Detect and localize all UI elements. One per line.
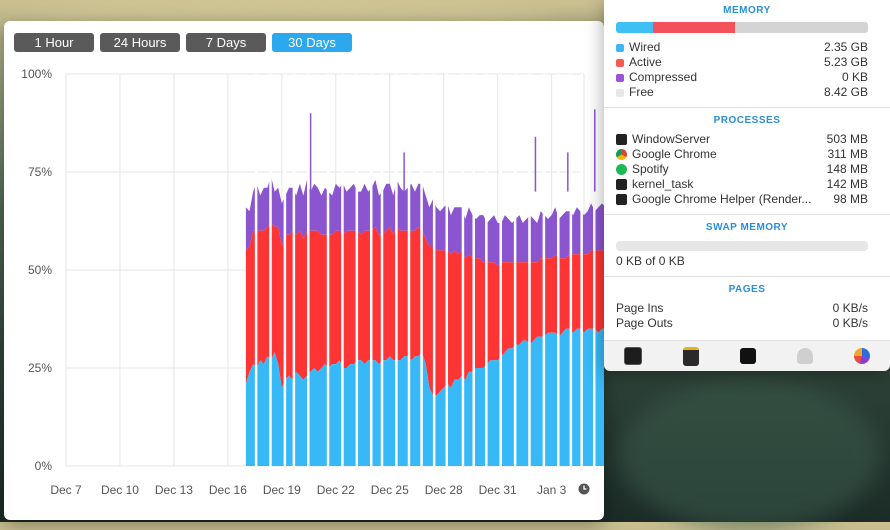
data-gap <box>432 74 436 466</box>
clock-icon[interactable] <box>578 483 590 495</box>
data-gap <box>461 74 465 466</box>
compressed-swatch-icon <box>616 73 624 82</box>
data-gap <box>395 74 398 466</box>
process-row[interactable]: Google Chrome Helper (Render... 98 MB <box>616 192 868 207</box>
app-shortcut-bar <box>604 340 890 371</box>
activity-monitor-icon[interactable] <box>624 347 643 365</box>
data-gap <box>485 74 488 466</box>
data-gap <box>557 74 560 466</box>
page-outs-row: Page Outs 0 KB/s <box>616 316 868 330</box>
x-tick-label: Dec 25 <box>371 483 409 497</box>
x-tick-label: Dec 13 <box>155 483 193 497</box>
active-swatch-icon <box>616 58 624 67</box>
terminal-icon[interactable] <box>739 348 756 364</box>
memory-row-free: Free 8.42 GB <box>616 85 868 100</box>
time-range-selector: 1 Hour 24 Hours 7 Days 30 Days <box>14 33 352 52</box>
console-icon[interactable] <box>683 346 700 366</box>
data-gap <box>355 74 359 466</box>
range-30-days-button[interactable]: 30 Days <box>272 33 352 52</box>
wired-swatch-icon <box>616 43 624 52</box>
memory-bar-active <box>653 22 736 33</box>
divider <box>604 107 890 108</box>
memory-bar-wired <box>616 22 654 33</box>
swap-usage-bar <box>616 241 868 251</box>
processes-section-title: PROCESSES <box>713 115 781 126</box>
data-gap <box>499 74 502 466</box>
free-swatch-icon <box>616 88 624 97</box>
automator-icon[interactable] <box>796 348 813 364</box>
x-tick-label: Dec 10 <box>101 483 139 497</box>
memory-history-chart: Dec 7 Dec 10 Dec 13 Dec 16 Dec 19 Dec 22 Dec 2… <box>21 67 604 497</box>
range-24-hours-button[interactable]: 24 Hours <box>100 33 180 52</box>
process-row[interactable]: Spotify 148 MB <box>616 162 868 177</box>
data-gap <box>580 74 583 466</box>
y-tick-label: 75% <box>28 165 52 179</box>
desktop-wallpaper-shape <box>620 380 880 530</box>
data-gap <box>407 74 411 466</box>
data-gap <box>341 74 344 466</box>
terminal-icon <box>616 194 627 205</box>
x-tick-label: Jan 3 <box>537 483 567 497</box>
data-gap <box>254 74 258 466</box>
data-gap <box>269 74 272 466</box>
process-row[interactable]: WindowServer 503 MB <box>616 132 868 147</box>
x-tick-label: Dec 16 <box>209 483 247 497</box>
data-gap <box>307 74 310 466</box>
data-gap <box>445 74 449 466</box>
terminal-icon <box>616 179 627 190</box>
x-tick-label: Dec 31 <box>479 483 517 497</box>
divider <box>604 214 890 215</box>
y-tick-label: 25% <box>28 361 52 375</box>
range-1-hour-button[interactable]: 1 Hour <box>14 33 94 52</box>
chrome-icon <box>616 149 627 160</box>
process-row[interactable]: Google Chrome 311 MB <box>616 147 868 162</box>
y-tick-label: 100% <box>21 67 52 81</box>
data-gap <box>569 74 573 466</box>
data-gap <box>326 74 330 466</box>
data-gap <box>542 74 546 466</box>
terminal-icon <box>616 134 627 145</box>
data-gap <box>592 74 596 466</box>
memory-section-title: MEMORY <box>723 5 771 16</box>
data-gap <box>292 74 296 466</box>
y-tick-label: 0% <box>35 459 53 473</box>
swap-section-title: SWAP MEMORY <box>705 222 789 233</box>
range-7-days-button[interactable]: 7 Days <box>186 33 266 52</box>
memory-row-compressed: Compressed 0 KB <box>616 70 868 85</box>
x-tick-label: Dec 19 <box>263 483 301 497</box>
memory-stats-panel: MEMORY Wired 2.35 GB Active 5.23 GB Comp… <box>604 0 890 371</box>
x-tick-label: Dec 22 <box>317 483 355 497</box>
data-gap <box>528 74 531 466</box>
pages-section-title: PAGES <box>728 284 766 295</box>
data-gap <box>380 74 384 466</box>
data-gap <box>513 74 517 466</box>
system-info-icon[interactable] <box>853 348 870 364</box>
y-tick-label: 50% <box>28 263 52 277</box>
data-gap <box>283 74 287 466</box>
data-gap <box>369 74 373 466</box>
divider <box>604 276 890 277</box>
memory-row-wired: Wired 2.35 GB <box>616 40 868 55</box>
data-gap <box>472 74 475 466</box>
memory-bar-free <box>735 22 868 33</box>
memory-history-window: 1 Hour 24 Hours 7 Days 30 Days Dec 7 Dec … <box>4 21 604 520</box>
spotify-icon <box>616 164 627 175</box>
memory-row-active: Active 5.23 GB <box>616 55 868 70</box>
page-ins-row: Page Ins 0 KB/s <box>616 301 868 315</box>
memory-usage-bar <box>616 22 868 33</box>
process-row[interactable]: kernel_task 142 MB <box>616 177 868 192</box>
x-tick-label: Dec 7 <box>50 483 82 497</box>
swap-usage-text: 0 KB of 0 KB <box>616 254 685 268</box>
data-gap <box>420 74 423 466</box>
x-tick-label: Dec 28 <box>425 483 463 497</box>
